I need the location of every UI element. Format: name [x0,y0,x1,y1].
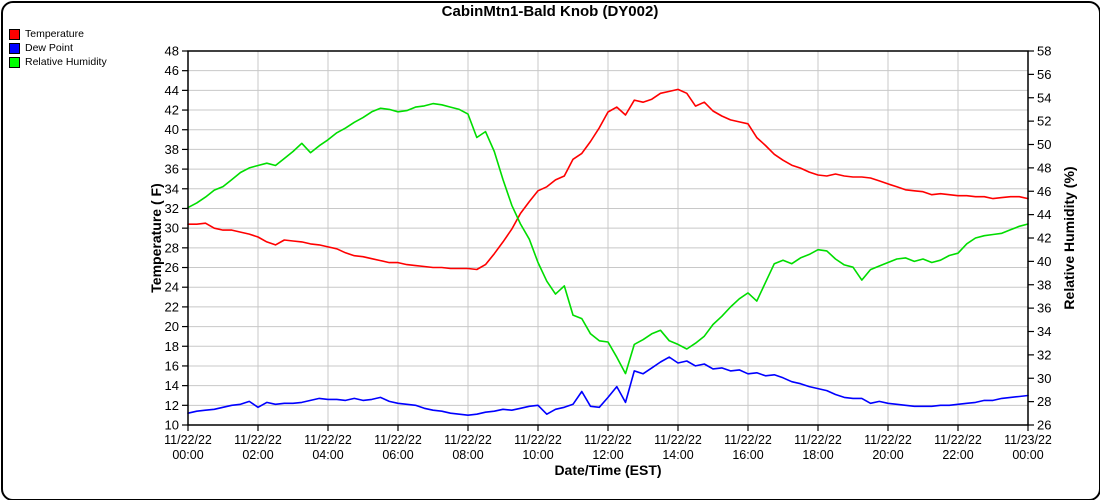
svg-text:24: 24 [165,280,179,295]
svg-text:38: 38 [1037,277,1051,292]
svg-text:40: 40 [1037,254,1051,269]
svg-text:11/22/22: 11/22/22 [584,433,632,447]
svg-text:11/22/22: 11/22/22 [514,433,562,447]
svg-text:18:00: 18:00 [802,448,833,462]
svg-text:18: 18 [165,339,179,354]
svg-text:02:00: 02:00 [242,448,273,462]
svg-text:12: 12 [165,398,179,413]
svg-text:30: 30 [1037,371,1051,386]
svg-text:16: 16 [165,358,179,373]
svg-text:48: 48 [1037,160,1051,175]
svg-text:44: 44 [1037,207,1051,222]
svg-text:38: 38 [165,142,179,157]
svg-text:08:00: 08:00 [452,448,483,462]
svg-text:11/22/22: 11/22/22 [934,433,982,447]
svg-text:20: 20 [165,319,179,334]
svg-text:58: 58 [1037,44,1051,59]
svg-text:11/22/22: 11/22/22 [374,433,422,447]
svg-text:10:00: 10:00 [522,448,553,462]
svg-text:36: 36 [1037,301,1051,316]
svg-text:52: 52 [1037,114,1051,129]
svg-text:14: 14 [165,378,179,393]
svg-text:20:00: 20:00 [872,448,903,462]
legend-label: Relative Humidity [25,56,107,68]
svg-text:11/22/22: 11/22/22 [794,433,842,447]
svg-text:54: 54 [1037,90,1051,105]
legend-item-relative-humidity: Relative Humidity [9,55,107,69]
svg-text:50: 50 [1037,137,1051,152]
svg-text:40: 40 [165,122,179,137]
right-axis-ticks: 58 56 54 52 50 48 46 44 42 40 38 36 34 32 30 28 26 [1028,44,1051,433]
left-axis-ticks: 48 46 44 42 40 38 36 34 32 30 28 26 24 22 20 18 16 14 12 10 [165,44,188,433]
legend: Temperature Dew Point Relative Humidity [9,27,107,69]
x-axis-title: Date/Time (EST) [554,462,662,478]
svg-text:11/22/22: 11/22/22 [654,433,702,447]
svg-text:26: 26 [165,260,179,275]
chart-title: CabinMtn1-Bald Knob (DY002) [441,3,659,20]
svg-text:34: 34 [165,181,179,196]
svg-text:11/22/22: 11/22/22 [304,433,352,447]
x-axis-ticks: 11/22/2200:0011/22/2202:0011/22/2204:001… [164,425,1052,462]
svg-text:11/22/22: 11/22/22 [234,433,282,447]
svg-text:11/22/22: 11/22/22 [444,433,492,447]
svg-text:11/22/22: 11/22/22 [724,433,772,447]
svg-text:11/22/22: 11/22/22 [864,433,912,447]
svg-text:04:00: 04:00 [312,448,343,462]
dew-point-line [187,356,1029,417]
temperature-color-swatch-icon [9,28,20,40]
svg-text:56: 56 [1037,67,1051,82]
legend-item-dew-point: Dew Point [9,41,107,55]
svg-text:11/22/22: 11/22/22 [164,433,212,447]
legend-item-temperature: Temperature [9,27,107,41]
svg-text:00:00: 00:00 [172,448,203,462]
svg-text:10: 10 [165,418,179,433]
svg-text:48: 48 [165,44,179,59]
svg-text:16:00: 16:00 [732,448,763,462]
svg-text:42: 42 [1037,231,1051,246]
svg-text:14:00: 14:00 [662,448,693,462]
svg-text:42: 42 [165,103,179,118]
svg-text:34: 34 [1037,324,1051,339]
svg-text:28: 28 [165,240,179,255]
series [187,88,1029,417]
svg-text:11/23/22: 11/23/22 [1004,433,1052,447]
legend-label: Temperature [25,28,84,40]
svg-text:30: 30 [165,221,179,236]
svg-text:26: 26 [1037,418,1051,433]
svg-text:22:00: 22:00 [942,448,973,462]
dew-point-color-swatch-icon [9,42,20,54]
svg-text:32: 32 [165,201,179,216]
legend-label: Dew Point [25,42,73,54]
svg-text:12:00: 12:00 [592,448,623,462]
svg-text:28: 28 [1037,394,1051,409]
svg-text:44: 44 [165,83,179,98]
svg-text:06:00: 06:00 [382,448,413,462]
svg-text:32: 32 [1037,347,1051,362]
svg-text:46: 46 [1037,184,1051,199]
temperature-line [187,88,1029,271]
svg-text:22: 22 [165,299,179,314]
svg-text:36: 36 [165,162,179,177]
gridlines [188,51,1028,425]
relative-humidity-color-swatch-icon [9,56,20,68]
relative-humidity-line [187,102,1029,375]
svg-text:00:00: 00:00 [1012,448,1043,462]
svg-text:46: 46 [165,63,179,78]
